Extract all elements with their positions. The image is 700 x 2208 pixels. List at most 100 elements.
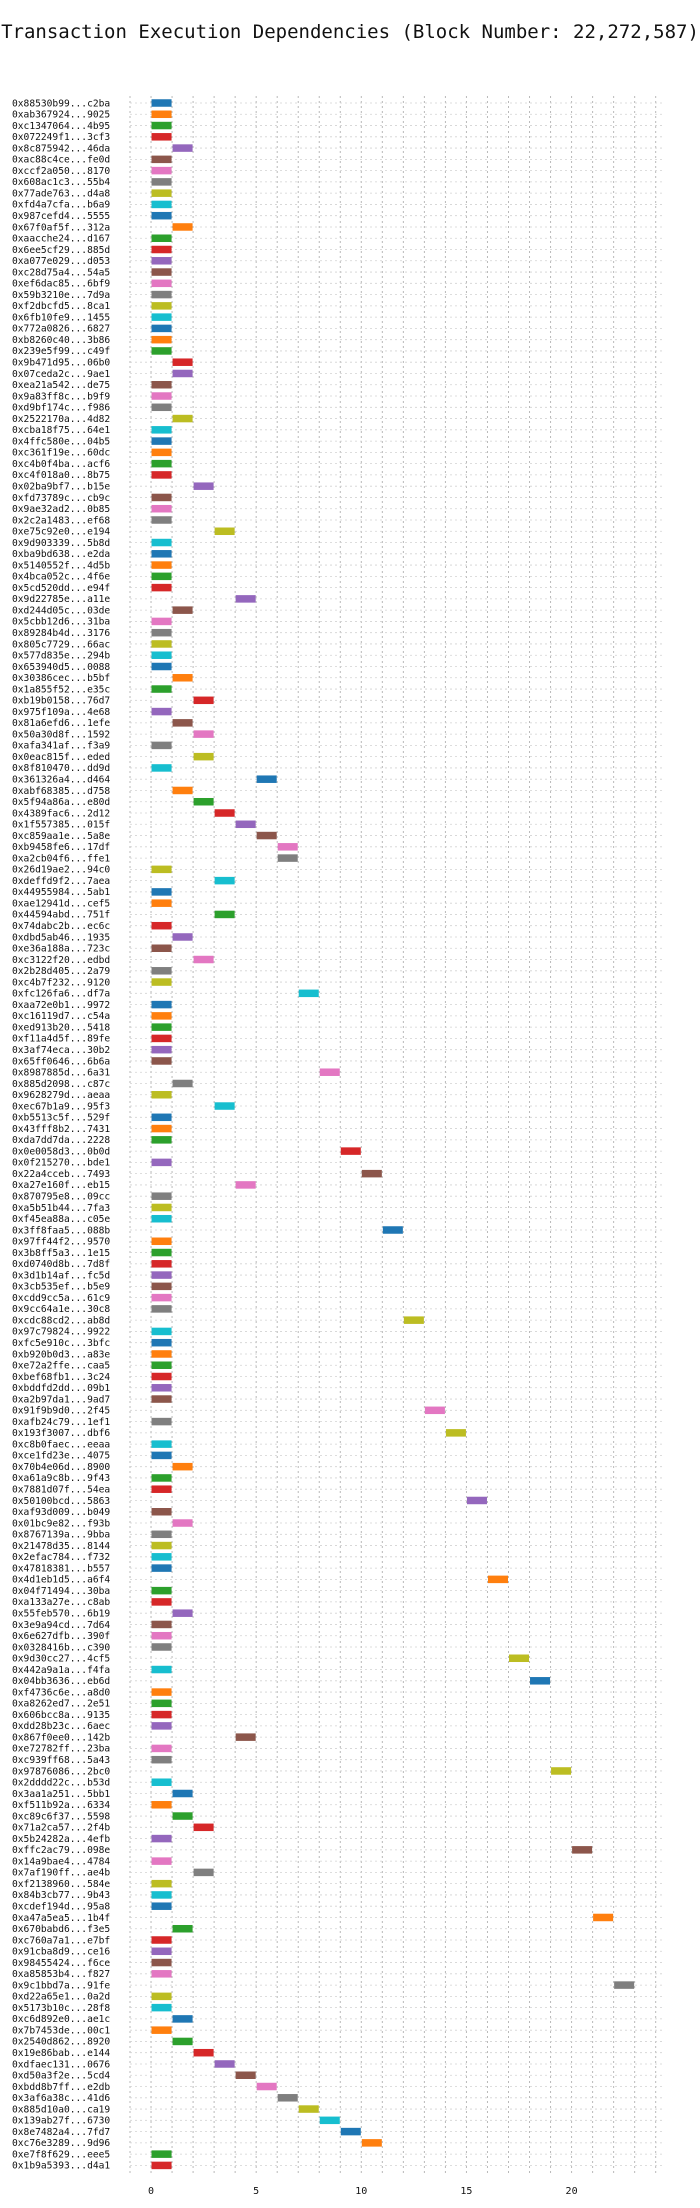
- transaction-bar: [572, 1846, 593, 1854]
- transaction-label: 0xc16119d7...c54a: [12, 1011, 110, 1022]
- transaction-bar: [151, 1643, 172, 1651]
- transaction-label: 0x0eac815f...eded: [12, 752, 110, 763]
- transaction-label: 0x44955984...5ab1: [12, 887, 110, 898]
- transaction-label: 0x14a9bae4...4784: [12, 1856, 110, 1867]
- transaction-bar: [151, 1192, 172, 1200]
- transaction-label: 0x9cc64a1e...30c8: [12, 1304, 110, 1315]
- transaction-bar: [235, 2071, 256, 2079]
- transaction-label: 0x9d22785e...a11e: [12, 594, 110, 605]
- transaction-label: 0x577d835e...294b: [12, 651, 110, 662]
- transaction-bar: [403, 1316, 424, 1324]
- transaction-label: 0xc89c6f37...5598: [12, 1811, 110, 1822]
- transaction-bar: [151, 1564, 172, 1572]
- transaction-bar: [172, 1079, 193, 1088]
- transaction-label: 0x2b28d405...2a79: [12, 966, 110, 977]
- transaction-bar: [151, 1293, 172, 1302]
- transaction-bar: [151, 403, 172, 412]
- transaction-bar: [172, 1609, 193, 1617]
- transaction-bar: [151, 1384, 172, 1392]
- transaction-bar: [151, 516, 172, 524]
- transaction-label: 0x2c2a1483...ef68: [12, 515, 110, 526]
- transaction-bar: [151, 493, 172, 502]
- transaction-bar: [151, 1586, 172, 1595]
- transaction-bar: [151, 426, 172, 434]
- transaction-bar: [151, 381, 172, 389]
- x-axis-ticks: 0 5 10 15 20: [148, 2186, 578, 2197]
- transaction-label: 0xe36a188a...723c: [12, 944, 110, 955]
- transaction-bar: [214, 527, 235, 536]
- transaction-label: 0xbef68fb1...3c24: [12, 1372, 110, 1383]
- transaction-bar: [151, 1936, 172, 1944]
- transaction-bar: [151, 1113, 172, 1122]
- transaction-bar: [151, 978, 172, 986]
- transaction-bar: [172, 719, 193, 727]
- transaction-label: 0x0e0058d3...0b0d: [12, 1146, 110, 1157]
- transaction-label: 0xbddfd2dd...09b1: [12, 1383, 110, 1394]
- transaction-bar: [277, 2094, 298, 2102]
- transaction-bar: [151, 313, 172, 321]
- transaction-label: 0x670babd6...f3e5: [12, 1924, 110, 1935]
- transaction-bar: [151, 471, 172, 479]
- transaction-bar: [172, 358, 193, 366]
- transaction-bar: [151, 967, 172, 975]
- transaction-label: 0xd50a3f2e...5cd4: [12, 2071, 110, 2082]
- transaction-label: 0xa2b97da1...9ad7: [12, 1394, 110, 1405]
- transaction-label: 0xfc5e910c...3bfc: [12, 1338, 110, 1349]
- transaction-bar: [151, 1338, 172, 1347]
- transaction-bar: [151, 617, 172, 626]
- transaction-bar: [551, 1767, 572, 1775]
- transaction-label: 0xf45ea88a...c05e: [12, 1214, 110, 1225]
- transaction-label: 0xae12941d...cef5: [12, 898, 110, 909]
- transaction-bar: [151, 1023, 172, 1031]
- transaction-label: 0x3ff8faa5...088b: [12, 1225, 110, 1236]
- transaction-label: 0x4ffc580e...04b5: [12, 436, 110, 447]
- transaction-bar: [151, 1744, 172, 1753]
- transaction-label: 0x4d1eb1d5...a6f4: [12, 1575, 110, 1586]
- transaction-label: 0xf2138960...584e: [12, 1879, 110, 1890]
- transaction-bar: [172, 223, 193, 231]
- transaction-bar: [172, 2037, 193, 2046]
- transaction-label: 0xc4f018a0...8b75: [12, 470, 110, 481]
- transaction-bar: [151, 899, 172, 907]
- transaction-label: 0xfd4a7cfa...b6a9: [12, 200, 110, 211]
- transaction-label: 0xce1fd23e...4075: [12, 1451, 110, 1462]
- transaction-label: 0x9ae32ad2...0b85: [12, 504, 110, 515]
- transaction-label: 0x072249f1...3cf3: [12, 132, 110, 143]
- transaction-bar: [151, 1801, 172, 1809]
- transaction-label: 0xcdef194d...95a8: [12, 1902, 110, 1913]
- transaction-bar: [172, 786, 193, 795]
- transaction-bar: [151, 1372, 172, 1381]
- transaction-label: 0xc76e3289...9d96: [12, 2138, 110, 2149]
- x-tick-label: 10: [355, 2186, 367, 2197]
- transaction-bar: [172, 933, 193, 941]
- transaction-label: 0x3b8ff5a3...1e15: [12, 1248, 110, 1259]
- transaction-label: 0x26d19ae2...94c0: [12, 865, 110, 876]
- transaction-label: 0xaa72e0b1...9972: [12, 1000, 110, 1011]
- transaction-label: 0x8c875942...46da: [12, 143, 110, 154]
- transaction-label: 0x3aa1a251...5bb1: [12, 1789, 110, 1800]
- chart-title: Transaction Execution Dependencies (Bloc…: [1, 21, 699, 43]
- transaction-bar: [151, 1992, 172, 2001]
- transaction-label: 0xbdd8b7ff...e2db: [12, 2082, 110, 2093]
- transaction-bar: [151, 324, 172, 333]
- transaction-label: 0x5f94a86a...e80d: [12, 797, 110, 808]
- transaction-label: 0x59b3210e...7d9a: [12, 290, 110, 301]
- transaction-bar: [151, 628, 172, 637]
- transaction-bar: [193, 955, 214, 964]
- transaction-label: 0xea21a542...de75: [12, 380, 110, 391]
- transaction-label: 0x50100bcd...5863: [12, 1496, 110, 1507]
- transaction-bar: [151, 347, 172, 355]
- transaction-bar: [151, 279, 172, 288]
- transaction-bar: [151, 1879, 172, 1888]
- transaction-label: 0xfd73789c...cb9c: [12, 493, 110, 504]
- transaction-label: 0xccf2a050...8170: [12, 166, 110, 177]
- transaction-bar: [151, 1970, 172, 1978]
- transaction-label: 0xf2dbcfd5...8ca1: [12, 301, 110, 312]
- transaction-label: 0x97c79824...9922: [12, 1327, 110, 1338]
- transaction-bar: [193, 730, 214, 738]
- transaction-label: 0x5140552f...4d5b: [12, 560, 110, 571]
- transaction-label: 0x50a30d8f...1592: [12, 729, 110, 740]
- transaction-bar: [256, 2082, 277, 2091]
- transaction-bar: [193, 696, 214, 705]
- transaction-label: 0x04f71494...30ba: [12, 1586, 110, 1597]
